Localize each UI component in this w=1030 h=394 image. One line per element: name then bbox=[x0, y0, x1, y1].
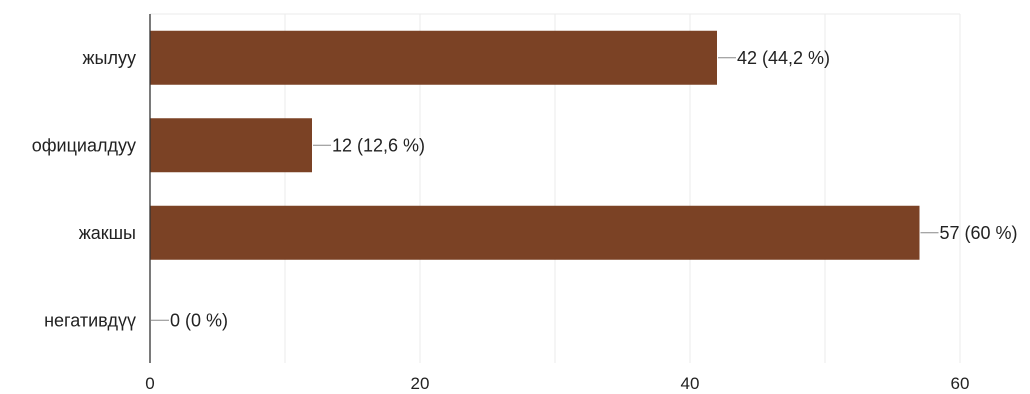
bar bbox=[150, 205, 920, 260]
labels: жылуу 42 (44,2 %) официалдуу 12 (12,6 %) жак… bbox=[32, 48, 1018, 393]
x-tick-label: 40 bbox=[681, 374, 700, 393]
x-tick-label: 0 bbox=[145, 374, 154, 393]
bar bbox=[150, 30, 717, 85]
category-label: официалдуу bbox=[32, 135, 136, 155]
bars bbox=[150, 30, 920, 260]
category-label: негативдүү bbox=[44, 310, 136, 330]
x-tick-label: 20 bbox=[411, 374, 430, 393]
category-label: жакшы bbox=[79, 223, 136, 243]
data-label: 12 (12,6 %) bbox=[332, 135, 425, 155]
data-label: 42 (44,2 %) bbox=[737, 48, 830, 68]
category-label: жылуу bbox=[83, 48, 136, 68]
data-label: 0 (0 %) bbox=[170, 310, 228, 330]
bar bbox=[150, 118, 312, 173]
x-tick-label: 60 bbox=[951, 374, 970, 393]
data-label: 57 (60 %) bbox=[940, 223, 1018, 243]
